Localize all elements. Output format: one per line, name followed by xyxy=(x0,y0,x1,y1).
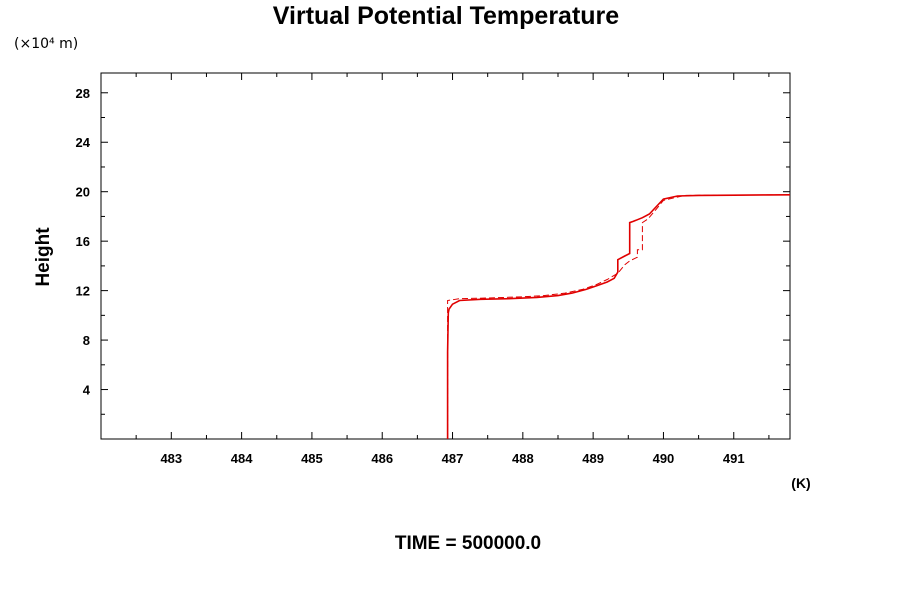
series-line-solid xyxy=(446,194,791,439)
y-tick-label: 28 xyxy=(76,86,90,101)
x-tick-label: 488 xyxy=(512,451,534,466)
x-tick-label: 485 xyxy=(301,451,323,466)
x-tick-label: 487 xyxy=(442,451,464,466)
y-tick-label: 24 xyxy=(76,135,91,150)
y-tick-label: 20 xyxy=(76,185,90,200)
x-tick-label: 484 xyxy=(231,451,253,466)
y-axis-label: Height xyxy=(33,227,54,287)
x-tick-label: 491 xyxy=(723,451,745,466)
x-tick-label: 483 xyxy=(160,451,182,466)
time-label: TIME = 500000.0 xyxy=(395,533,541,554)
x-tick-label: 486 xyxy=(371,451,393,466)
x-unit-label: (K) xyxy=(791,475,810,491)
series-line-dashed xyxy=(447,194,791,439)
y-scale-label: (×10⁴ m) xyxy=(14,36,78,52)
y-tick-label: 8 xyxy=(83,333,90,348)
y-tick-label: 12 xyxy=(76,284,90,299)
x-tick-label: 489 xyxy=(582,451,604,466)
series-layer xyxy=(446,194,791,439)
axis-ticks: 483 484 485 486 487 488 489 490 491 4 8 12 16 20 24 28 xyxy=(76,73,790,466)
plot-frame xyxy=(100,72,791,440)
chart-title: Virtual Potential Temperature xyxy=(273,2,619,30)
y-tick-label: 16 xyxy=(76,234,90,249)
x-tick-label: 490 xyxy=(653,451,675,466)
y-tick-label: 4 xyxy=(83,383,91,398)
